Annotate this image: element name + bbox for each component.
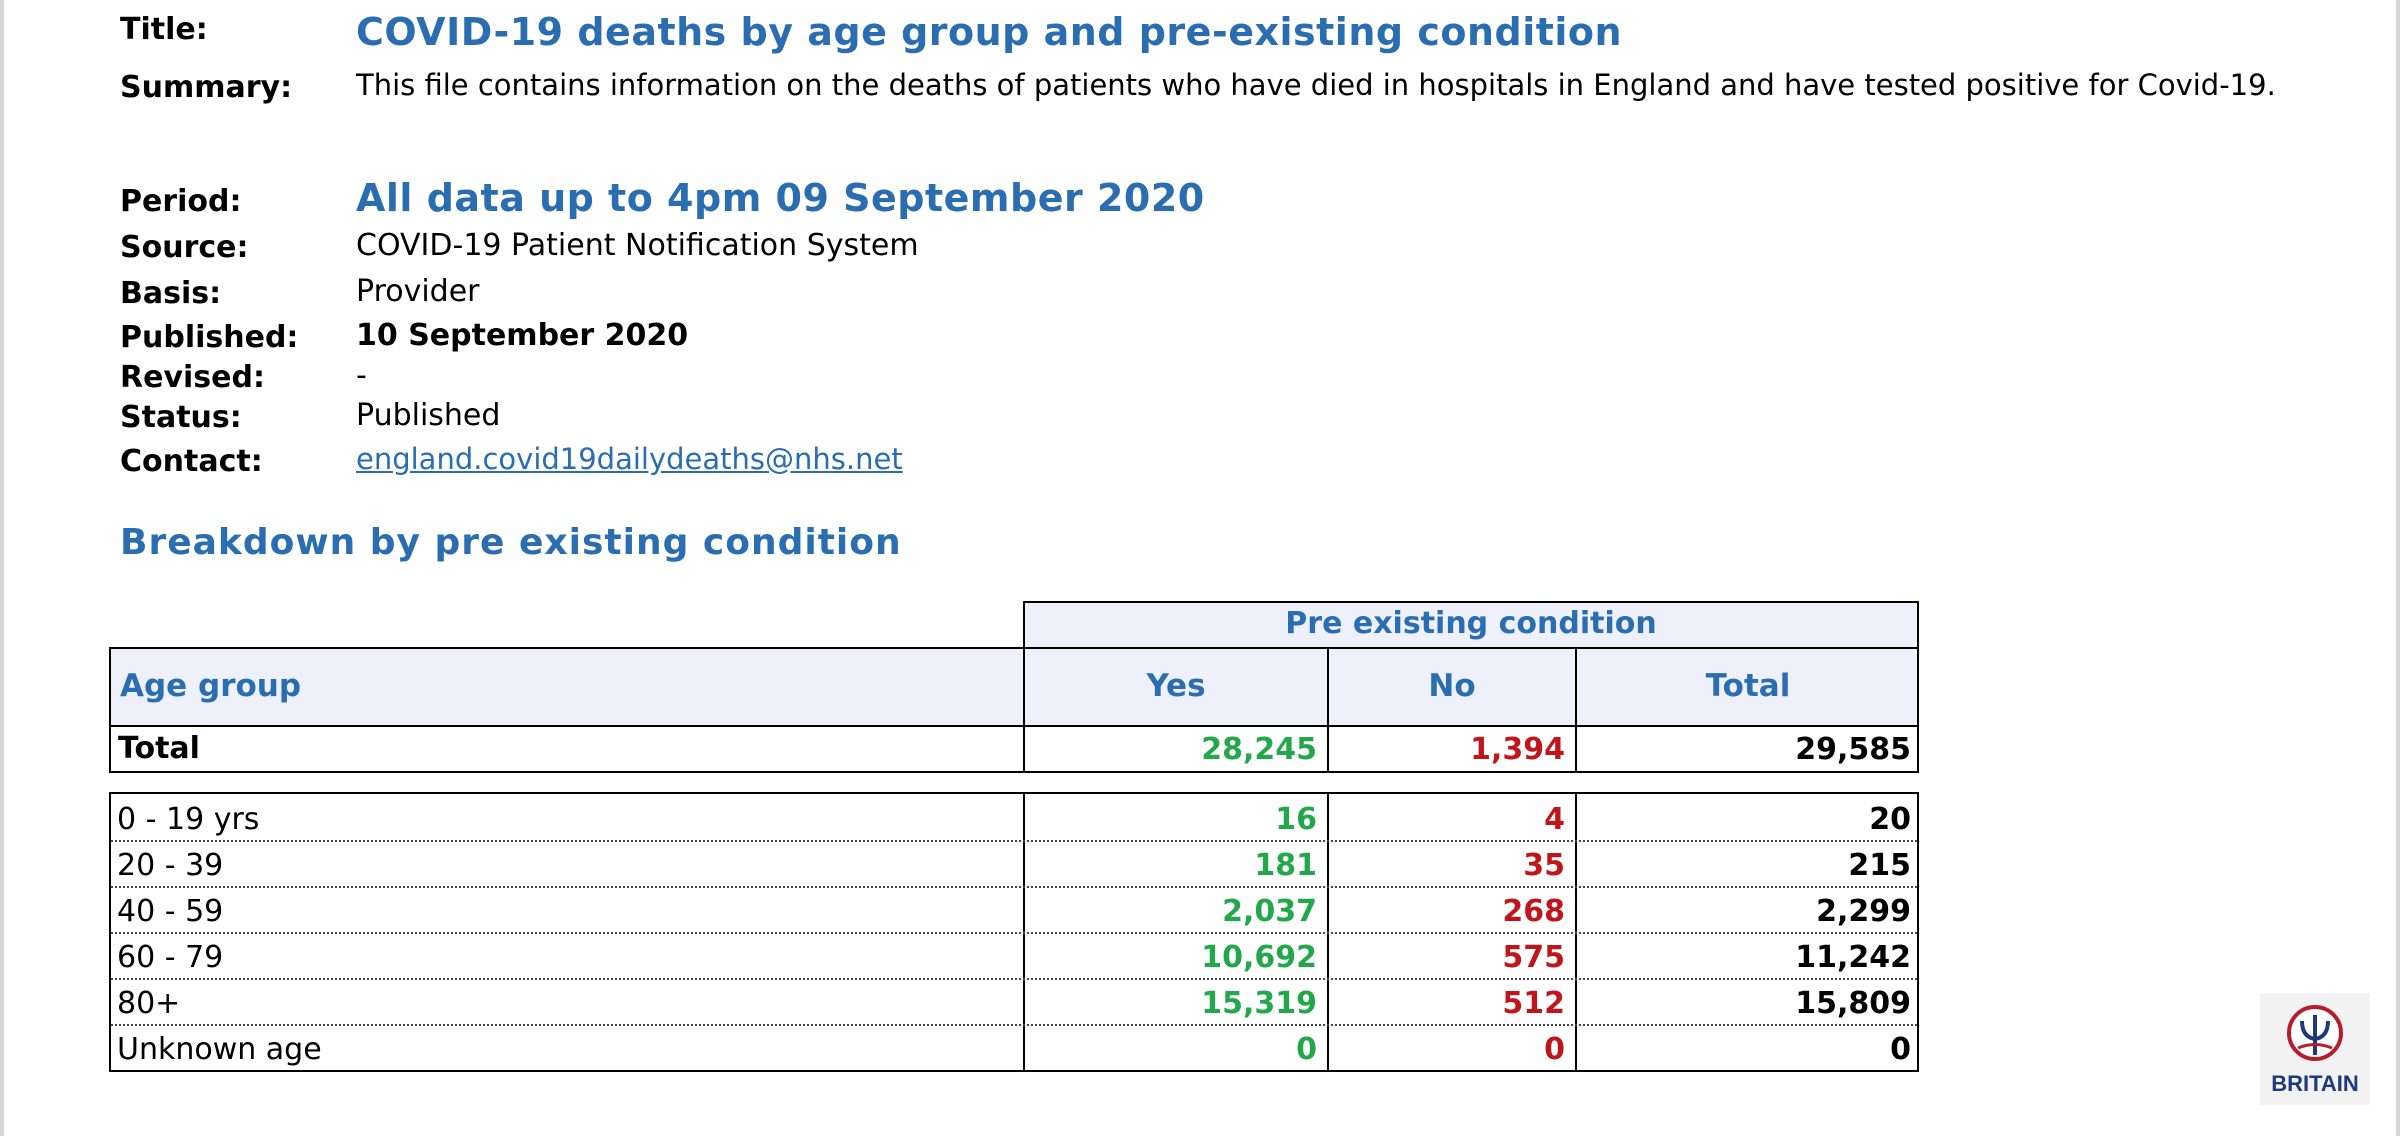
table-row-label: 20 - 39 (117, 848, 224, 883)
table-row-no: 0 (1544, 1032, 1565, 1067)
status-label: Status: (120, 400, 242, 435)
trident-logo-icon (2287, 1005, 2343, 1061)
window-frame-right (2396, 0, 2400, 1136)
table-row-label: Unknown age (117, 1032, 322, 1067)
table-row-total: 20 (1869, 802, 1911, 837)
table-row-no: 4 (1544, 802, 1565, 837)
published-label: Published: (120, 320, 299, 355)
table-row-label: 40 - 59 (117, 894, 224, 929)
title-label: Title: (120, 12, 208, 47)
total-row-label: Total (118, 731, 200, 766)
status-value: Published (356, 398, 501, 433)
total-row-no: 1,394 (1470, 732, 1565, 767)
table-row-yes: 181 (1254, 848, 1317, 883)
logo-text: BRITAIN (2271, 1071, 2359, 1096)
period-value: All data up to 4pm 09 September 2020 (356, 176, 1205, 220)
summary-label: Summary: (120, 70, 293, 105)
column-header-total: Total (1705, 668, 1791, 704)
total-row-yes: 28,245 (1201, 732, 1317, 767)
table-row-yes: 10,692 (1201, 940, 1317, 975)
basis-value: Provider (356, 274, 480, 309)
britain-logo: BRITAIN (2260, 993, 2370, 1105)
period-label: Period: (120, 184, 242, 219)
table-row-label: 60 - 79 (117, 940, 224, 975)
document-title: COVID-19 deaths by age group and pre-exi… (356, 10, 1623, 54)
contact-label: Contact: (120, 444, 263, 479)
published-value: 10 September 2020 (356, 318, 689, 353)
column-header-row (109, 647, 1919, 727)
table-row-total: 15,809 (1795, 986, 1911, 1021)
window-frame-left (0, 0, 4, 1136)
table-row-no: 268 (1502, 894, 1565, 929)
basis-label: Basis: (120, 276, 222, 311)
source-value: COVID-19 Patient Notification System (356, 228, 919, 263)
revised-label: Revised: (120, 360, 265, 395)
group-header-label: Pre existing condition (1285, 606, 1657, 641)
table-row-no: 512 (1502, 986, 1565, 1021)
table-row-label: 80+ (117, 986, 181, 1021)
age-rows-table (109, 792, 1919, 1072)
column-header-yes: Yes (1146, 668, 1206, 704)
table-row-total: 0 (1890, 1032, 1911, 1067)
total-row-total: 29,585 (1795, 732, 1911, 767)
revised-value: - (356, 358, 367, 393)
table-row-yes: 2,037 (1222, 894, 1317, 929)
table-row-yes: 0 (1296, 1032, 1317, 1067)
table-row-no: 35 (1523, 848, 1565, 883)
summary-text: This file contains information on the de… (356, 68, 2276, 102)
contact-email-link[interactable]: england.covid19dailydeaths@nhs.net (356, 442, 903, 476)
table-row-label: 0 - 19 yrs (117, 802, 260, 837)
table-row-yes: 15,319 (1201, 986, 1317, 1021)
total-row (109, 725, 1919, 773)
source-label: Source: (120, 230, 249, 265)
table-row-total: 2,299 (1816, 894, 1911, 929)
table-row-total: 215 (1848, 848, 1911, 883)
section-title: Breakdown by pre existing condition (120, 522, 902, 563)
column-header-age: Age group (120, 668, 302, 704)
table-row-yes: 16 (1275, 802, 1317, 837)
table-row-no: 575 (1502, 940, 1565, 975)
table-row-total: 11,242 (1795, 940, 1911, 975)
column-header-no: No (1428, 668, 1476, 704)
